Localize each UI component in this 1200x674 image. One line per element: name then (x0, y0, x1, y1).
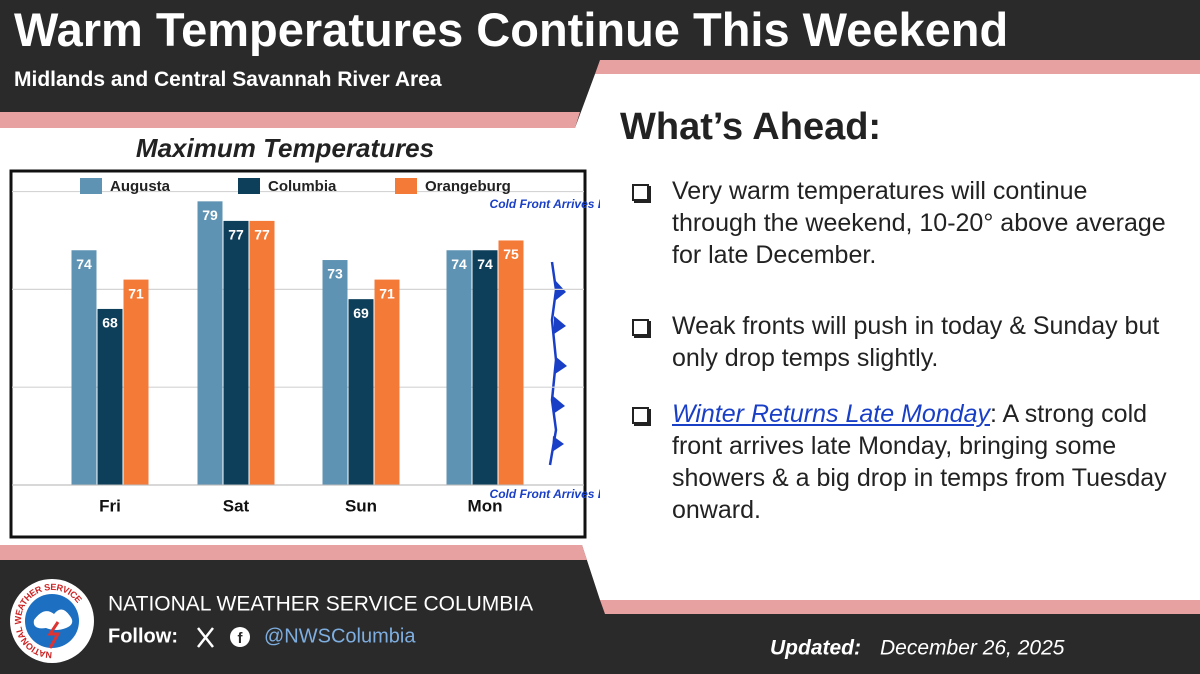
bar (374, 279, 400, 485)
legend-swatch (80, 178, 102, 194)
value-label: 75 (503, 246, 519, 262)
bar (71, 250, 97, 485)
front-triangle (554, 316, 566, 334)
value-label: 74 (451, 256, 467, 272)
value-label: 77 (254, 227, 270, 243)
x-tick-label: Fri (99, 496, 121, 515)
x-icon[interactable] (197, 627, 214, 648)
front-triangle (553, 396, 565, 414)
legend-label: Augusta (110, 178, 171, 195)
bar (348, 299, 374, 485)
item-text: Very warm temperatures will continue thr… (672, 177, 1166, 269)
bar (498, 240, 524, 485)
annotation: Cold Front Arrives Late (490, 487, 600, 501)
bullet-item: Very warm temperatures will continue thr… (632, 175, 1177, 271)
item-body: Winter Returns Late Monday: A strong col… (672, 398, 1177, 526)
bar (97, 308, 123, 485)
bar (472, 250, 498, 485)
updated-label: Updated: (770, 637, 861, 660)
office-name: NATIONAL WEATHER SERVICE COLUMBIA (108, 593, 533, 616)
link[interactable]: Winter Returns Late Monday (672, 400, 990, 428)
value-label: 71 (379, 285, 395, 301)
cold-front (548, 261, 567, 466)
checkbox (632, 319, 649, 336)
value-label: 79 (202, 207, 218, 223)
x-tick-label: Mon (468, 496, 503, 515)
bullet-item: Weak fronts will push in today & Sunday … (632, 310, 1177, 374)
front-triangle (555, 280, 566, 300)
bar (197, 201, 223, 485)
updated-date: December 26, 2025 (880, 637, 1065, 660)
bar (223, 220, 249, 485)
value-label: 73 (327, 266, 343, 282)
bar (249, 220, 275, 485)
x-tick-label: Sun (345, 496, 377, 515)
legend-swatch (395, 178, 417, 194)
facebook-icon[interactable] (230, 627, 250, 647)
value-label: 74 (76, 256, 92, 272)
logo-cloud (33, 609, 73, 630)
legend-swatch (238, 178, 260, 194)
footer: NATIONAL WEATHER SERVICE NATIONAL WEATHE… (10, 579, 1065, 663)
stripe (0, 545, 587, 560)
value-label: 69 (353, 305, 369, 321)
annotation: Cold Front Arrives Late (490, 197, 600, 211)
handle[interactable]: @NWSColumbia (264, 625, 416, 647)
chart-title: Maximum Temperatures (136, 133, 434, 163)
x-tick-label: Sat (223, 496, 250, 515)
title: Warm Temperatures Continue This Weekend (14, 3, 1009, 56)
follow-label: Follow: (108, 625, 178, 647)
value-label: 68 (102, 315, 118, 331)
legend-label: Orangeburg (425, 178, 511, 195)
stripe (600, 600, 1200, 614)
front-triangle (555, 356, 567, 374)
chart: Maximum Temperatures Cold Front Arrives … (9, 133, 600, 539)
item-text: : A strong cold front arrives late Monda… (672, 400, 1167, 524)
value-label: 77 (228, 227, 244, 243)
stripe (595, 60, 1200, 74)
facebook-glyph: f (238, 630, 244, 647)
bar (322, 260, 348, 485)
stripe (0, 112, 580, 128)
value-label: 71 (128, 285, 144, 301)
checkbox (632, 184, 649, 201)
legend-label: Columbia (268, 178, 337, 195)
bar (123, 279, 149, 485)
checkbox (632, 407, 649, 424)
front-triangle (552, 436, 564, 452)
subtitle: Midlands and Central Savannah River Area (14, 68, 442, 91)
logo-bolt (47, 621, 61, 649)
value-label: 74 (477, 256, 493, 272)
bar (446, 250, 472, 485)
item-text: Weak fronts will push in today & Sunday … (672, 312, 1160, 372)
section-title: What’s Ahead: (620, 106, 882, 148)
bullet-item: Winter Returns Late Monday: A strong col… (632, 398, 1177, 526)
